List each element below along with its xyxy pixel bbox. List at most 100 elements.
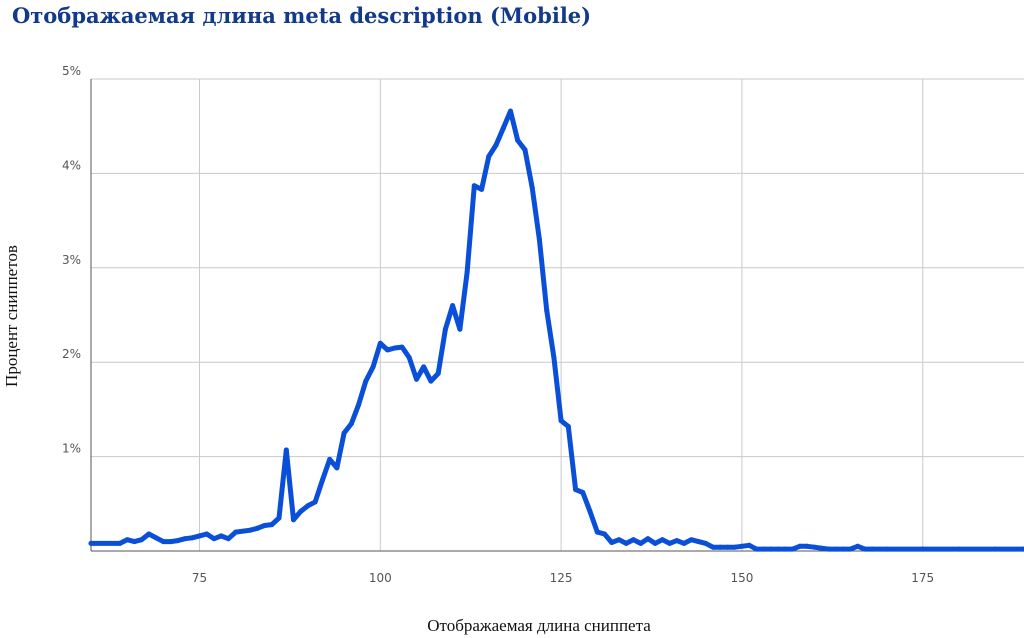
data-point <box>717 544 723 550</box>
data-point <box>616 537 622 543</box>
data-point <box>515 137 521 143</box>
x-tick-label: 75 <box>192 571 207 585</box>
data-point <box>956 546 962 552</box>
data-point <box>139 537 145 543</box>
data-point <box>341 430 347 436</box>
data-point <box>667 540 673 546</box>
data-point <box>833 546 839 552</box>
data-point <box>638 540 644 546</box>
data-point <box>247 527 253 533</box>
data-point <box>544 307 550 313</box>
data-point <box>414 376 419 382</box>
x-tick-label: 125 <box>550 571 573 585</box>
series-layer <box>88 108 1024 552</box>
data-point <box>674 538 680 544</box>
data-point <box>131 539 137 545</box>
data-point <box>500 125 506 131</box>
data-point <box>168 539 174 545</box>
data-point <box>703 540 709 546</box>
data-point <box>370 364 376 370</box>
x-tick-label: 100 <box>369 571 392 585</box>
data-point <box>204 531 210 537</box>
data-point <box>218 533 224 539</box>
data-point <box>182 536 188 542</box>
data-point <box>623 540 629 546</box>
data-point <box>746 542 752 548</box>
data-point <box>392 345 398 351</box>
data-point <box>334 465 340 471</box>
data-point <box>298 508 304 514</box>
data-point <box>493 142 499 148</box>
x-tick-label: 175 <box>911 571 934 585</box>
data-point <box>819 545 824 551</box>
data-point <box>305 503 311 509</box>
data-point <box>761 546 767 552</box>
y-tick-label: 5% <box>62 64 81 78</box>
y-tick-label: 2% <box>62 347 81 361</box>
data-point <box>992 546 998 552</box>
data-point <box>768 546 774 552</box>
data-point <box>211 536 217 542</box>
series-line <box>88 108 1024 552</box>
data-point <box>739 543 745 549</box>
data-point <box>811 544 817 550</box>
data-point <box>725 544 730 550</box>
data-point <box>146 531 152 537</box>
x-axis-title: Отображаемая длина сниппета <box>427 616 651 635</box>
data-point <box>283 447 289 453</box>
data-point <box>421 364 427 370</box>
data-point <box>254 525 260 531</box>
y-tick-label: 1% <box>62 442 81 456</box>
data-point <box>471 183 477 189</box>
data-point <box>573 487 579 493</box>
data-point <box>522 147 528 153</box>
data-point <box>363 378 369 384</box>
data-point <box>696 539 701 545</box>
data-point <box>356 402 362 408</box>
data-point <box>869 546 875 552</box>
data-point <box>457 326 463 332</box>
data-point <box>862 546 868 552</box>
data-point <box>659 537 665 543</box>
data-point <box>428 378 434 384</box>
data-point <box>175 538 181 544</box>
data-point <box>435 371 441 376</box>
data-point <box>276 515 282 521</box>
data-point <box>233 529 239 535</box>
data-point <box>291 517 296 523</box>
data-point <box>790 546 796 552</box>
data-point <box>558 418 564 424</box>
data-point <box>1021 546 1024 552</box>
data-point <box>630 537 636 543</box>
data-point <box>385 347 390 353</box>
data-point <box>884 546 890 552</box>
data-point <box>479 186 485 192</box>
data-point <box>399 344 405 350</box>
data-point <box>920 546 926 552</box>
data-point <box>377 340 383 346</box>
data-point <box>688 537 694 543</box>
data-point <box>486 153 492 159</box>
y-tick-label: 4% <box>62 158 81 172</box>
data-point <box>160 539 166 545</box>
data-point <box>348 421 354 427</box>
data-point <box>508 108 513 114</box>
data-point <box>536 237 542 242</box>
data-point <box>782 546 788 552</box>
data-point <box>645 536 651 542</box>
data-point <box>826 546 832 552</box>
data-point <box>464 270 470 275</box>
chart-title: Отображаемая длина meta description (Mob… <box>12 3 592 28</box>
data-point <box>406 355 412 360</box>
data-point <box>580 490 586 495</box>
data-point <box>269 522 275 528</box>
data-point <box>450 303 456 309</box>
data-point <box>262 523 268 528</box>
data-point <box>197 533 202 539</box>
data-point <box>565 423 571 429</box>
data-point <box>124 537 130 543</box>
data-point <box>312 499 318 505</box>
data-point <box>189 535 195 541</box>
